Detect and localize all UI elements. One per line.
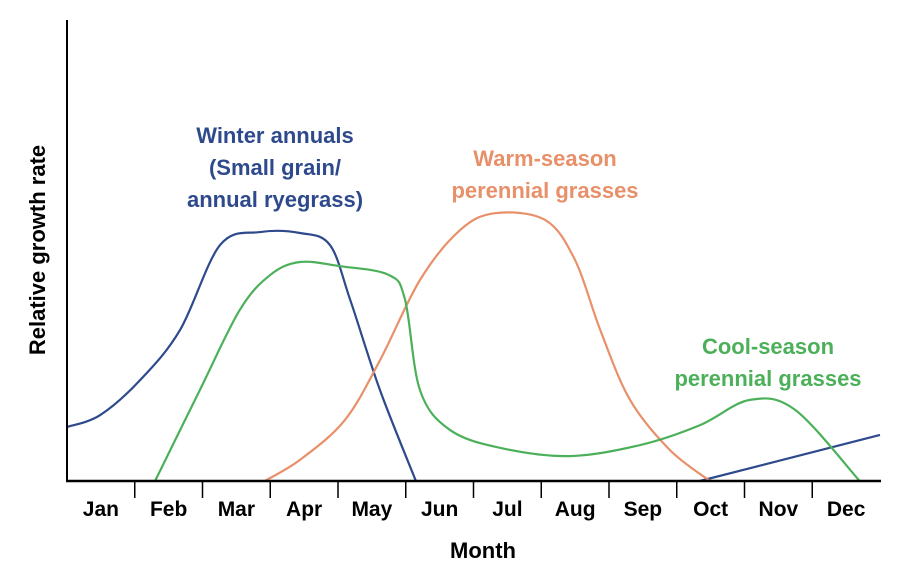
- series-label-0: (Small grain/: [209, 155, 341, 180]
- y-axis-title: Relative growth rate: [25, 145, 50, 355]
- x-tick-label: Jul: [492, 498, 522, 521]
- x-tick-label: Sep: [624, 498, 663, 521]
- series-line-0-segment-0: [66, 229, 417, 482]
- x-axis-title: Month: [450, 538, 516, 563]
- series-label-layer: Winter annuals (Small grain/annual ryegra…: [187, 123, 862, 391]
- series-line-0-segment-1: [699, 433, 881, 483]
- series-label-2: Cool-season: [702, 334, 834, 359]
- x-tick-layer: Jan Feb Mar Apr May Jun Jul Aug Sep Oct Nov Dec: [83, 481, 866, 521]
- series-label-1: perennial grasses: [451, 178, 638, 203]
- x-tick-label: Nov: [759, 498, 799, 521]
- series-line-1-segment-0: [264, 211, 711, 482]
- series-label-1: Warm-season: [473, 146, 616, 171]
- x-tick-label: May: [351, 498, 392, 521]
- series-label-2: perennial grasses: [674, 366, 861, 391]
- x-tick-label: Oct: [693, 498, 728, 521]
- x-tick-label: Feb: [150, 498, 187, 521]
- series-label-0: annual ryegrass): [187, 187, 363, 212]
- x-tick-label: Jun: [421, 498, 458, 521]
- series-layer: [66, 211, 881, 483]
- x-tick-label: Dec: [827, 498, 866, 521]
- series-label-0: Winter annuals: [196, 123, 354, 148]
- x-tick-label: Apr: [286, 498, 322, 521]
- x-tick-label: Jan: [83, 498, 119, 521]
- series-line-2-segment-0: [154, 260, 861, 482]
- x-tick-label: Aug: [555, 498, 596, 521]
- x-tick-label: Mar: [218, 498, 255, 521]
